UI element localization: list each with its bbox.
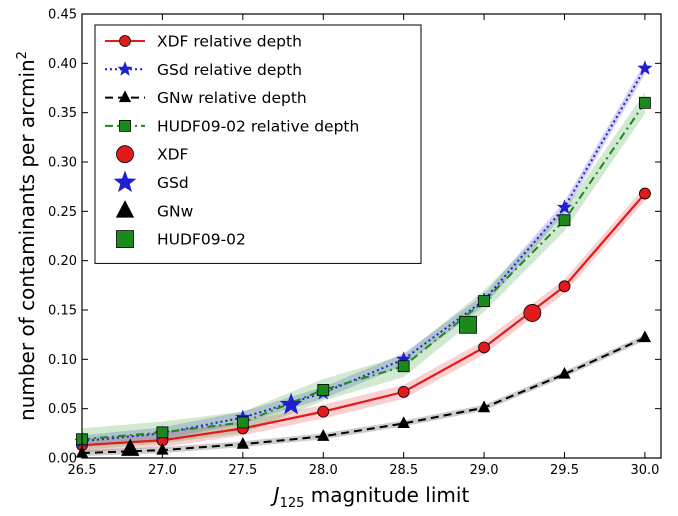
big-point-0	[523, 304, 542, 322]
point-series-0-6	[558, 280, 571, 293]
legend-label: GSd	[157, 174, 189, 192]
big-point-2	[121, 438, 140, 456]
point-series-0-4	[397, 385, 410, 398]
point-series-3-1	[156, 426, 169, 439]
series-markers	[74, 60, 653, 458]
legend-marker-0	[119, 35, 131, 47]
legend-marker-point-1	[113, 170, 137, 193]
x-tick-label: 29.0	[470, 463, 499, 478]
y-tick-label: 0.00	[48, 452, 77, 467]
point-series-0-5	[478, 341, 490, 354]
y-tick-label: 0.45	[48, 8, 77, 23]
y-axis-label: number of contaminants per arcmin2	[15, 51, 39, 421]
point-series-2-4	[397, 416, 410, 428]
plot-frame	[81, 13, 662, 459]
y-tick-label: 0.20	[48, 254, 77, 269]
legend-box	[94, 24, 422, 264]
legend-label: HUDF09-02	[157, 231, 246, 249]
x-tick-label: 26.5	[68, 463, 97, 478]
x-axis-label-italic: J	[270, 483, 280, 507]
line-series-3	[81, 102, 646, 441]
legend: XDF relative depth GSd relative depth GNw …	[94, 24, 422, 264]
x-tick-label: 27.0	[148, 463, 177, 478]
band-series-2	[82, 334, 645, 457]
y-tick-label: 0.30	[48, 156, 77, 171]
point-series-0-3	[317, 405, 330, 418]
y-tick-label: 0.40	[48, 57, 77, 72]
legend-label: GNw relative depth	[157, 89, 307, 107]
legend-marker-point-3	[116, 230, 134, 249]
legend-marker-3	[119, 120, 131, 132]
big-point-1	[279, 392, 303, 415]
point-series-1-6	[556, 199, 573, 214]
big-point-3	[459, 315, 477, 334]
line-series-1	[81, 67, 646, 443]
x-tick-label: 28.5	[389, 463, 418, 478]
point-series-3-4	[397, 360, 410, 373]
single-points	[121, 304, 542, 456]
series-lines	[81, 67, 646, 455]
line-series-0	[81, 192, 646, 447]
legend-marker-1	[117, 61, 133, 76]
point-series-3-2	[236, 416, 249, 429]
point-series-2-3	[317, 429, 330, 441]
point-series-0-7	[639, 187, 651, 200]
legend-label: GNw	[157, 202, 194, 220]
point-series-3-5	[478, 295, 490, 308]
x-axis-label-subscript: 125	[280, 496, 305, 511]
x-tick-label: 30.0	[630, 463, 659, 478]
y-tick-label: 0.15	[48, 304, 77, 319]
x-axis-label-rest: magnitude limit	[304, 483, 469, 507]
y-tick-label: 0.35	[48, 106, 77, 121]
legend-marker-point-0	[116, 145, 134, 164]
legend-label: GSd relative depth	[157, 61, 302, 79]
y-axis-label-superscript: 2	[15, 51, 30, 59]
y-tick-label: 0.25	[48, 205, 77, 220]
x-tick-label: 28.0	[309, 463, 338, 478]
point-series-1-7	[637, 60, 653, 75]
point-series-3-7	[639, 96, 651, 109]
legend-marker-point-2	[115, 200, 135, 218]
y-axis-label-main: number of contaminants per arcmin	[15, 59, 39, 421]
x-axis-label: J125 magnitude limit	[270, 483, 470, 511]
legend-label: HUDF09-02 relative depth	[157, 117, 359, 135]
point-series-3-6	[558, 214, 571, 227]
point-series-2-7	[638, 330, 652, 343]
x-tick-label: 27.5	[228, 463, 257, 478]
legend-marker-2	[118, 90, 132, 103]
legend-label: XDF relative depth	[157, 33, 302, 51]
point-series-3-3	[317, 384, 330, 396]
legend-label: XDF	[157, 146, 189, 164]
axis-ticks: 26.5 27.0 27.5 28.0 28.5 29.0 29.5 30.0 0.00 0.05…	[48, 8, 661, 478]
line-series-2	[81, 336, 646, 455]
y-tick-label: 0.05	[48, 402, 77, 417]
x-tick-label: 29.5	[550, 463, 579, 478]
band-series-0	[82, 186, 645, 453]
point-series-2-2	[236, 437, 249, 449]
y-tick-label: 0.10	[48, 353, 77, 368]
point-series-2-6	[558, 366, 571, 379]
point-series-2-5	[477, 400, 491, 413]
